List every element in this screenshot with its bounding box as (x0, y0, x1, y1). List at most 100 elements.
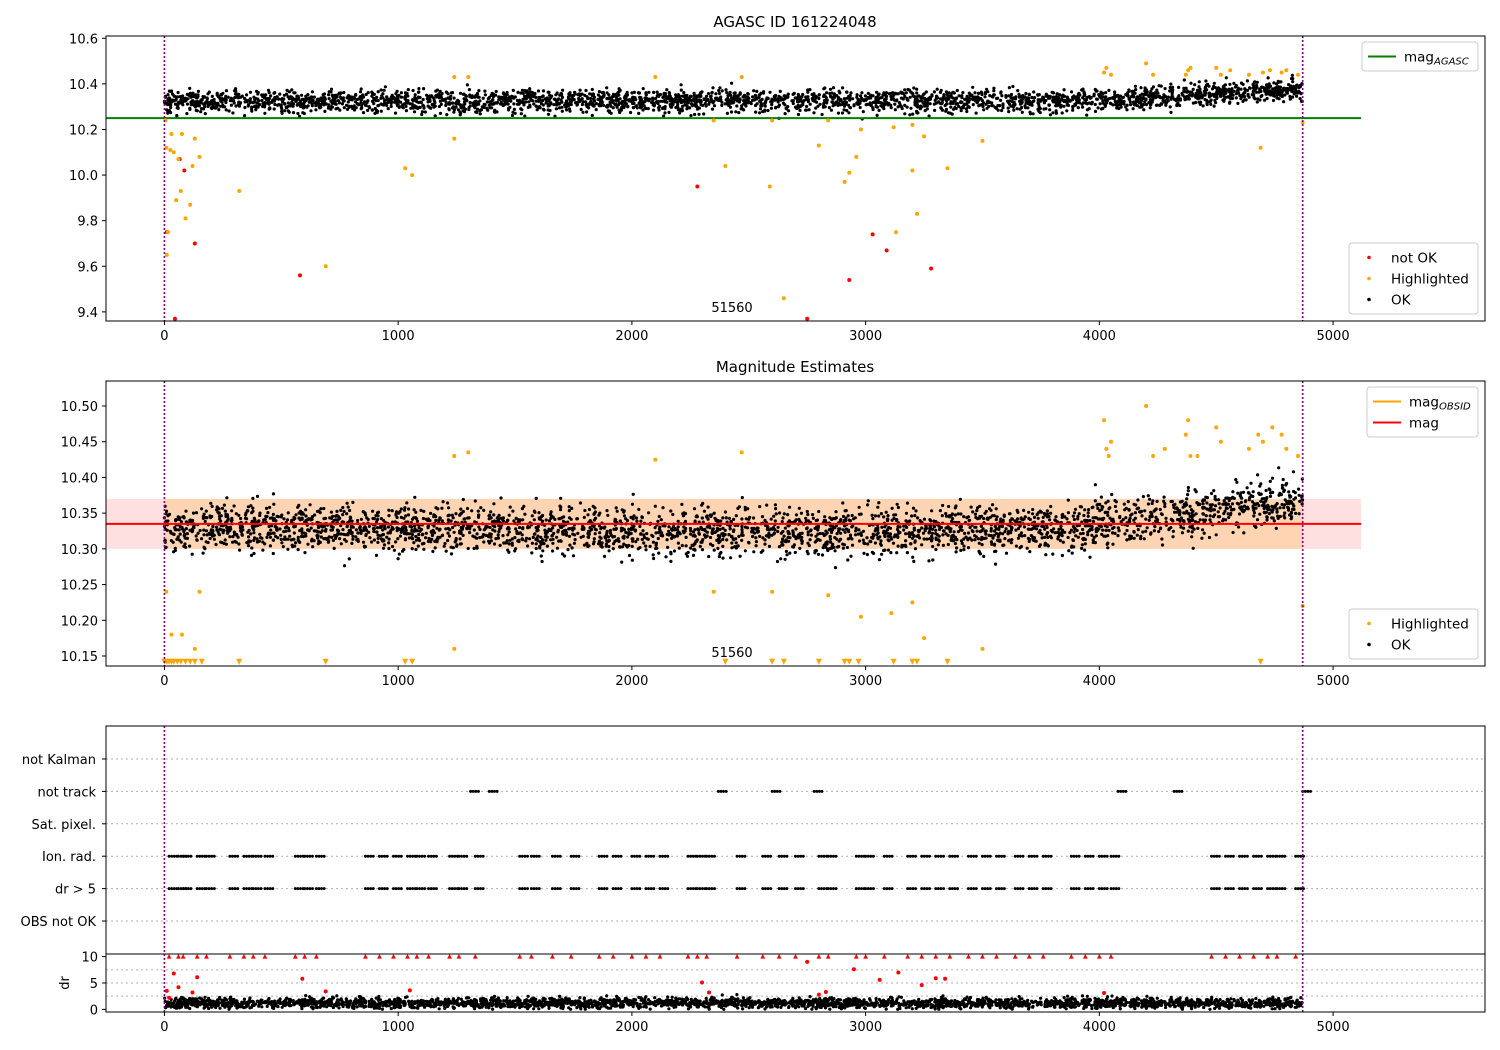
ok-point (414, 516, 418, 520)
ok-point (597, 104, 601, 108)
ok-point (1171, 85, 1175, 89)
ok-point (272, 91, 276, 95)
ok-point (863, 94, 868, 98)
ok-point (1243, 87, 1247, 91)
ok-point (252, 95, 256, 99)
ok-point (622, 514, 627, 518)
ok-point (1239, 87, 1243, 91)
ok-point (579, 107, 583, 112)
ok-point (1066, 535, 1070, 540)
ok-point (1169, 110, 1173, 114)
ok-point (249, 504, 253, 508)
ok-point (329, 87, 334, 91)
ok-point (745, 101, 749, 105)
ok-point (766, 108, 770, 113)
ok-point (1275, 89, 1279, 93)
ok-point (1215, 91, 1219, 95)
legend-dot-swatch (1367, 297, 1371, 302)
series-point (739, 75, 744, 80)
ok-point (1135, 104, 1139, 108)
ok-point (541, 549, 545, 553)
ok-point (989, 527, 993, 531)
ok-point (1218, 90, 1222, 94)
ok-point (1030, 102, 1034, 106)
ok-point (553, 517, 557, 522)
ok-point (413, 495, 417, 499)
ok-point (407, 536, 411, 540)
ok-point (514, 527, 518, 531)
ok-point (1102, 516, 1106, 520)
ok-point (780, 540, 784, 544)
ok-point (169, 105, 173, 110)
ok-point (204, 509, 208, 513)
ok-point (627, 543, 631, 548)
ok-point (1084, 101, 1088, 105)
ok-point (708, 535, 713, 540)
ok-point (1014, 97, 1018, 101)
ok-point (791, 530, 795, 535)
ok-point (179, 520, 183, 524)
ok-point (1101, 528, 1105, 532)
ok-point (836, 111, 841, 115)
ok-point (359, 101, 363, 105)
ok-point (173, 102, 178, 106)
ok-point (646, 107, 650, 111)
ok-point (1166, 95, 1170, 99)
ok-point (396, 104, 400, 108)
ok-point (403, 506, 407, 510)
ok-point (270, 100, 274, 104)
ok-point (638, 524, 642, 529)
ok-point (236, 535, 240, 539)
ok-point (468, 100, 472, 105)
ok-point (835, 537, 839, 541)
ok-point (511, 509, 515, 513)
ok-point (693, 112, 697, 117)
ok-point (839, 531, 843, 535)
ok-point (1086, 533, 1090, 537)
ok-point (985, 100, 990, 104)
ok-point (1115, 103, 1119, 107)
ok-point (1016, 527, 1021, 531)
ok-point (375, 530, 379, 534)
ok-point (971, 103, 975, 107)
ok-point (508, 538, 512, 542)
ok-point (372, 527, 376, 531)
ok-point (219, 99, 224, 103)
ok-point (951, 101, 955, 105)
ok-point (556, 528, 560, 533)
ok-point (1044, 94, 1048, 98)
ok-point (462, 92, 466, 96)
ok-point (678, 111, 682, 115)
ok-point (884, 100, 889, 104)
ok-point (203, 112, 207, 116)
ok-point (607, 109, 612, 113)
ok-point (551, 526, 555, 530)
ok-point (727, 533, 731, 537)
ok-point (451, 525, 455, 530)
ok-point (843, 530, 847, 534)
ok-point (413, 524, 417, 528)
ok-point (1045, 515, 1049, 519)
ok-point (1111, 526, 1115, 531)
ok-point (254, 97, 258, 101)
ok-point (1256, 473, 1260, 477)
ok-point (439, 102, 443, 106)
ok-point (232, 530, 236, 534)
ok-point (637, 507, 641, 511)
series-point (767, 184, 772, 189)
ok-point (1040, 536, 1044, 540)
ok-point (374, 99, 378, 103)
ok-point (855, 95, 859, 99)
ok-point (1199, 100, 1203, 104)
ok-point (724, 98, 728, 102)
ok-point (717, 88, 721, 93)
ok-point (351, 96, 355, 101)
ok-point (554, 93, 558, 97)
ok-point (611, 547, 615, 551)
ok-point (761, 549, 765, 553)
ok-point (677, 95, 681, 99)
ok-point (630, 558, 634, 562)
ok-point (1078, 532, 1083, 536)
ok-point (1239, 95, 1243, 99)
ok-point (244, 98, 248, 102)
